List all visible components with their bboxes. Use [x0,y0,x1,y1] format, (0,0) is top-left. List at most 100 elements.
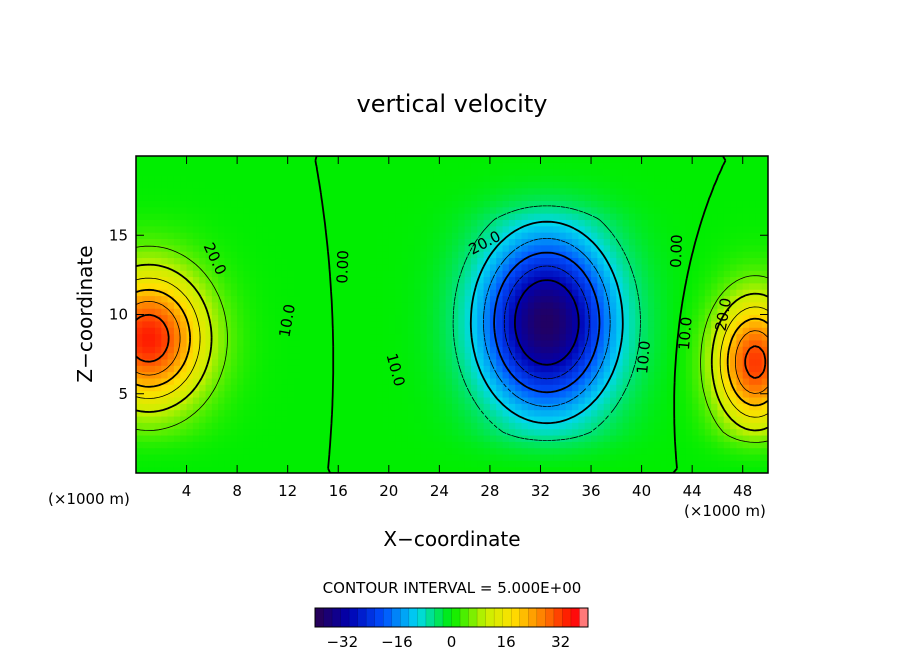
field-cell [414,194,421,201]
field-cell [382,396,390,404]
field-cell [161,181,169,189]
field-cell [331,276,339,284]
field-cell [711,206,719,214]
field-cell [641,422,649,430]
field-cell [736,384,744,392]
field-cell [654,358,662,366]
field-cell [136,276,143,284]
field-cell [452,365,459,373]
field-cell [483,295,491,303]
field-cell [711,251,719,259]
field-cell [755,346,763,354]
field-cell [660,282,668,290]
field-cell [205,181,213,189]
field-cell [730,346,737,354]
field-cell [445,377,453,385]
field-cell [698,308,706,316]
field-cell [647,187,655,195]
field-cell [698,263,706,271]
field-cell [496,263,504,271]
field-cell [685,434,693,442]
field-cell [458,232,466,240]
field-cell [224,257,232,265]
field-cell [489,162,497,170]
field-cell [167,206,175,214]
field-cell [515,320,523,328]
field-cell [407,156,415,163]
field-cell [521,251,529,259]
field-cell [300,257,308,265]
field-cell [660,244,668,252]
field-cell [445,346,453,354]
field-cell [755,377,763,385]
field-cell [616,213,624,220]
field-cell [211,403,219,411]
field-cell [749,282,756,290]
field-cell [230,365,238,373]
field-cell [401,466,409,473]
field-cell [483,301,491,309]
field-cell [616,327,624,335]
field-cell [704,200,712,208]
field-cell [641,282,649,290]
field-cell [628,365,636,373]
field-cell [388,263,396,271]
field-cell [268,232,276,240]
field-cell [470,434,478,442]
field-cell [508,200,516,208]
field-cell [597,339,605,347]
field-cell [628,308,636,316]
field-cell [458,213,466,220]
field-cell [692,466,700,473]
field-cell [363,320,371,328]
field-cell [730,460,737,468]
field-cell [249,396,257,404]
field-cell [546,187,554,195]
field-cell [673,162,681,170]
field-cell [287,460,295,468]
field-cell [477,390,485,398]
field-cell [382,371,390,379]
field-cell [527,415,535,423]
field-cell [325,409,333,417]
field-cell [591,270,598,278]
field-cell [154,219,162,227]
field-cell [319,219,327,227]
field-cell [205,244,213,252]
field-cell [382,187,390,195]
field-cell [192,314,200,322]
field-cell [281,225,289,233]
field-cell [565,181,573,189]
field-cell [243,434,251,442]
field-cell [180,244,188,252]
field-cell [237,466,245,473]
field-cell [736,396,744,404]
field-cell [256,213,263,220]
field-cell [452,156,459,163]
field-cell [534,396,542,404]
field-cell [704,466,712,473]
field-cell [673,187,681,195]
field-cell [161,460,169,468]
field-cell [426,390,434,398]
field-cell [496,447,504,455]
field-cell [420,371,428,379]
field-cell [192,365,200,373]
field-cell [357,422,365,430]
field-cell [237,225,245,233]
field-cell [319,320,327,328]
field-cell [591,187,598,195]
field-cell [464,162,472,170]
field-cell [660,346,668,354]
field-cell [426,327,434,335]
field-cell [470,453,478,461]
field-cell [477,244,485,252]
field-cell [249,352,257,360]
field-cell [388,251,396,259]
field-cell [610,320,617,328]
field-cell [704,213,712,220]
field-cell [350,415,358,423]
field-cell [325,238,333,246]
field-cell [717,365,725,373]
field-cell [742,453,750,461]
